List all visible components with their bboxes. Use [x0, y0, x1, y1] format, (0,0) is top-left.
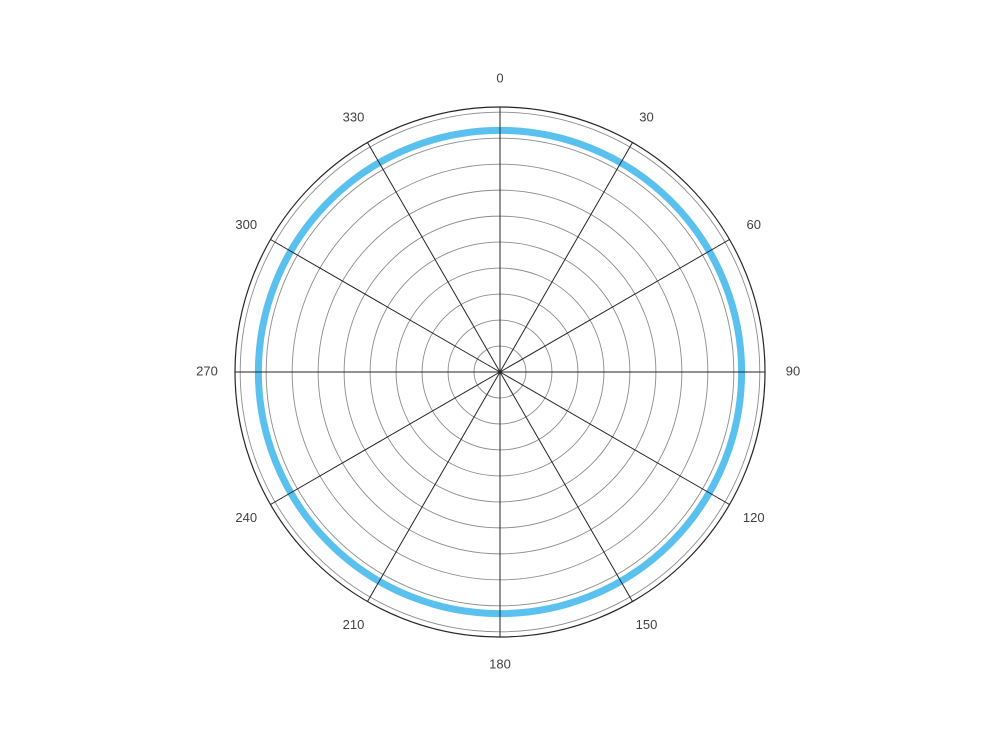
- angle-label: 60: [747, 217, 761, 232]
- angle-label: 300: [235, 217, 257, 232]
- angle-label: 90: [786, 363, 800, 378]
- polar-chart: 0 30 60 90 120 150 180 210 240 270 300 330: [0, 0, 1000, 744]
- angle-label: 210: [343, 617, 365, 632]
- angle-label: 150: [636, 617, 658, 632]
- angle-label: 120: [743, 510, 765, 525]
- angle-label: 180: [489, 656, 511, 671]
- angle-label: 270: [196, 363, 218, 378]
- angle-label: 240: [235, 510, 257, 525]
- angle-label: 0: [496, 70, 503, 85]
- angle-label: 330: [343, 110, 365, 125]
- polar-chart-container: 0 30 60 90 120 150 180 210 240 270 300 330: [0, 0, 1000, 744]
- angle-label: 30: [639, 110, 653, 125]
